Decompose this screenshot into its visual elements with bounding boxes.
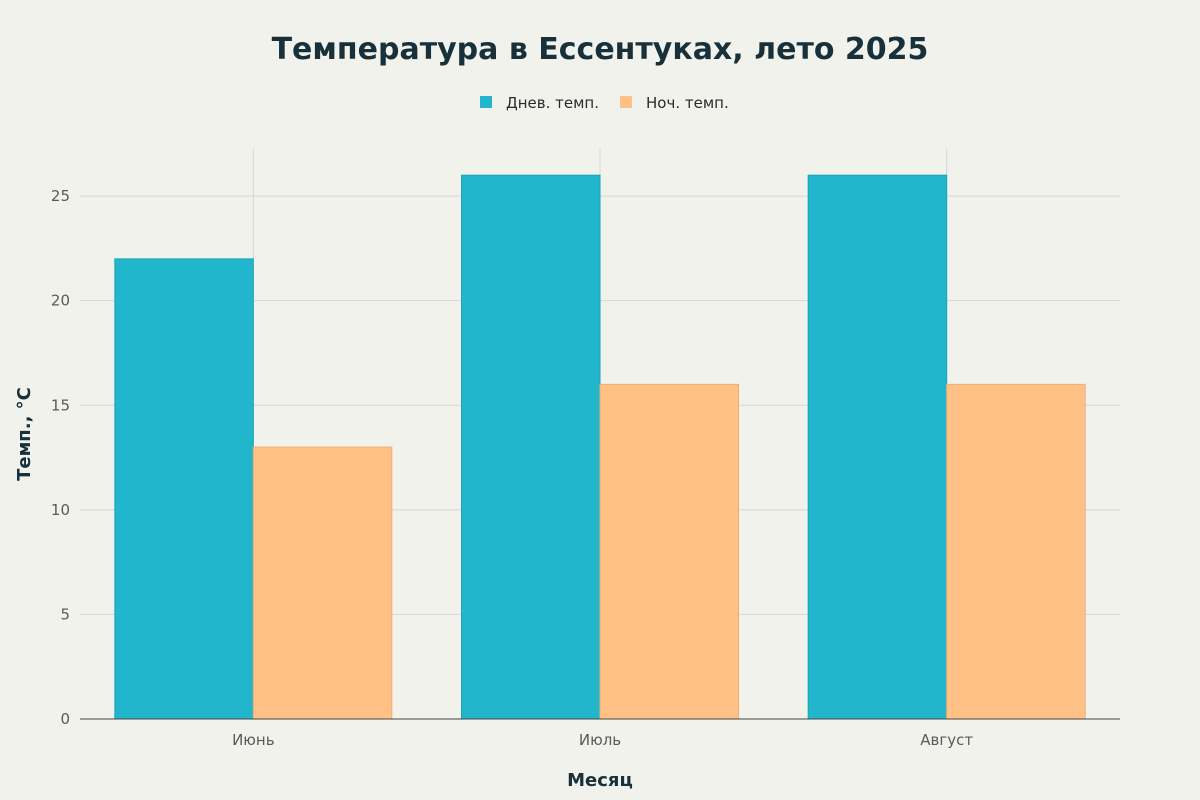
y-tick-label: 20 bbox=[51, 292, 70, 310]
bar bbox=[461, 174, 601, 720]
legend-swatch-day bbox=[480, 96, 492, 108]
x-axis-title: Месяц bbox=[567, 770, 633, 791]
x-tick-label: Август bbox=[920, 731, 973, 749]
bar bbox=[807, 174, 948, 720]
y-tick-label: 5 bbox=[60, 605, 70, 623]
x-tick-label: Июль bbox=[579, 731, 621, 749]
plot-area: 0 5 10 15 20 25 Июнь Июль Август bbox=[51, 148, 1120, 749]
legend-label-night: Ноч. темп. bbox=[646, 94, 729, 112]
chart-title: Температура в Ессентуках, лето 2025 bbox=[272, 32, 929, 67]
legend-swatch-night bbox=[620, 96, 632, 108]
bar bbox=[599, 383, 739, 720]
legend: Днев. темп. Ноч. темп. bbox=[480, 94, 729, 112]
bar bbox=[946, 383, 1086, 720]
y-tick-label: 10 bbox=[51, 501, 70, 519]
y-axis-title: Темп., °C bbox=[14, 387, 35, 481]
y-tick-label: 15 bbox=[51, 396, 70, 414]
x-tick-label: Июнь bbox=[232, 731, 275, 749]
bar bbox=[114, 258, 254, 720]
y-tick-label: 0 bbox=[60, 710, 70, 728]
bar bbox=[252, 446, 393, 720]
y-tick-label: 25 bbox=[51, 187, 70, 205]
legend-label-day: Днев. темп. bbox=[506, 94, 599, 112]
